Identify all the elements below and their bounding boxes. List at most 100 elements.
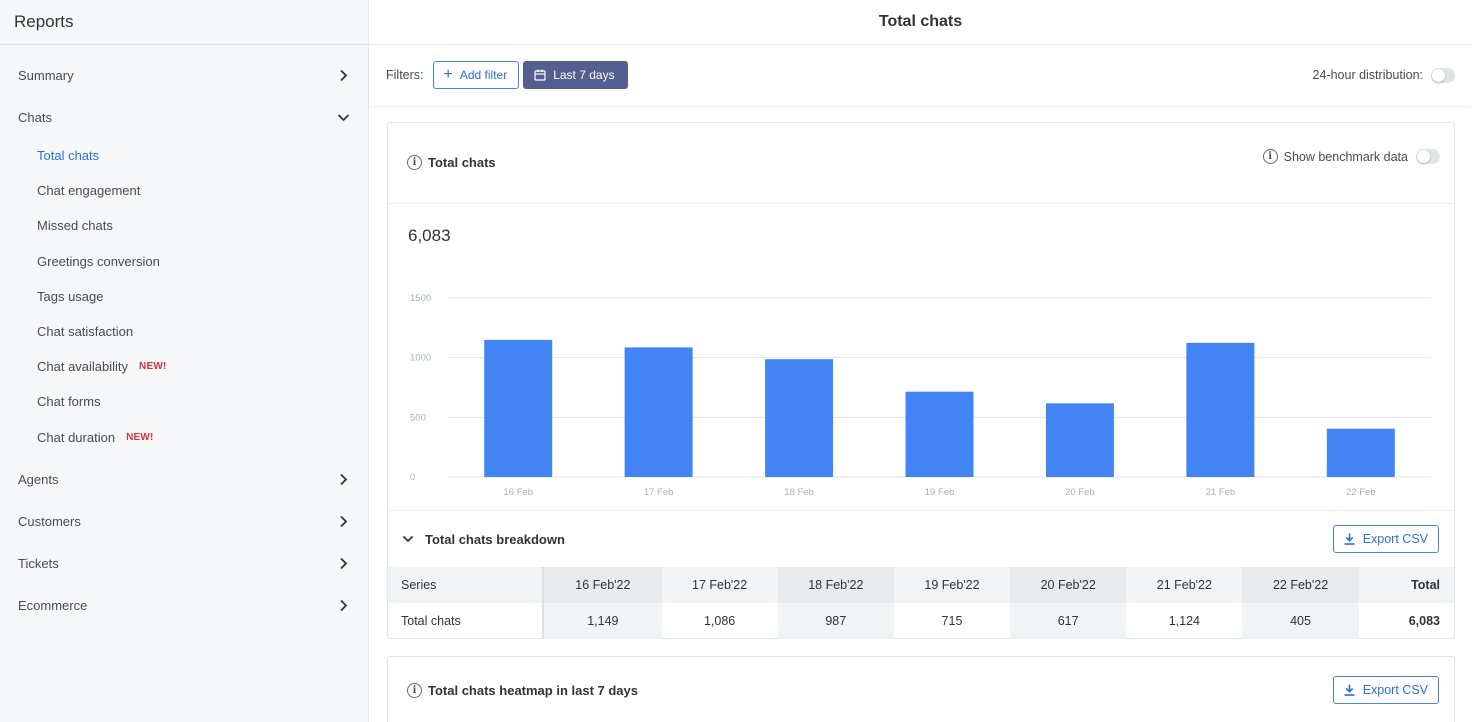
nav-item-customers[interactable]: Customers bbox=[0, 501, 368, 543]
table-cell: Total chats bbox=[388, 603, 545, 639]
nav-item-label: Tickets bbox=[18, 556, 59, 572]
sub-item-label: Chat duration bbox=[37, 429, 116, 445]
sub-item-chat-forms[interactable]: Chat forms bbox=[0, 384, 368, 419]
nav-item-agents[interactable]: Agents bbox=[0, 459, 368, 501]
export-csv-button[interactable]: Export CSV bbox=[1332, 676, 1439, 704]
card-title-label: Total chats bbox=[428, 155, 496, 170]
sub-item-missed-chats[interactable]: Missed chats bbox=[0, 208, 368, 243]
card-title: i Total chats bbox=[407, 155, 496, 170]
sub-item-chat-availability[interactable]: Chat availability NEW! bbox=[0, 349, 368, 384]
chart-bar[interactable] bbox=[484, 339, 553, 477]
column-header: 18 Feb'22 bbox=[777, 567, 894, 603]
info-icon[interactable]: i bbox=[1262, 149, 1278, 164]
info-icon[interactable]: i bbox=[407, 683, 422, 698]
x-tick-label: 16 Feb bbox=[503, 487, 533, 498]
filters-label: Filters: bbox=[386, 68, 424, 82]
chart-bar[interactable] bbox=[1186, 342, 1255, 477]
download-icon bbox=[1344, 533, 1355, 545]
sub-item-chat-satisfaction[interactable]: Chat satisfaction bbox=[0, 314, 368, 349]
download-icon bbox=[1344, 684, 1355, 696]
table-cell: 987 bbox=[777, 603, 894, 639]
column-header: Total bbox=[1411, 578, 1440, 592]
breakdown-title: Total chats breakdown bbox=[425, 531, 565, 547]
nav-item-label: Chats bbox=[18, 109, 52, 125]
sub-item-label: Greetings conversion bbox=[37, 253, 160, 269]
total-chats-card: i Total chats i Show benchmark data 6,08… bbox=[387, 122, 1455, 639]
y-tick-label: 500 bbox=[410, 412, 426, 423]
benchmark-label: Show benchmark data bbox=[1283, 149, 1408, 164]
export-label: Export CSV bbox=[1362, 683, 1428, 697]
table-cell: 1,086 bbox=[703, 614, 736, 628]
nav-item-ecommerce[interactable]: Ecommerce bbox=[0, 585, 368, 627]
table-row: Total chats 1,149 1,086 987 715 617 1,12… bbox=[388, 603, 1454, 639]
benchmark-toggle[interactable] bbox=[1416, 149, 1440, 164]
chart-bar[interactable] bbox=[1045, 403, 1114, 477]
distribution-toggle[interactable] bbox=[1431, 67, 1455, 83]
chart-bar[interactable] bbox=[1326, 428, 1395, 477]
chevron-right-icon bbox=[336, 68, 350, 82]
x-tick-label: 17 Feb bbox=[644, 487, 674, 498]
reports-sidebar: Reports Summary Chats Total chats Chat e… bbox=[0, 0, 369, 722]
calendar-icon bbox=[534, 69, 546, 81]
nav-item-summary[interactable]: Summary bbox=[0, 54, 368, 96]
plus-icon: + bbox=[443, 66, 453, 83]
add-filter-button[interactable]: + Add filter bbox=[432, 61, 520, 89]
sub-item-label: Tags usage bbox=[37, 288, 104, 304]
sub-item-label: Chat forms bbox=[37, 394, 101, 410]
column-header: 22 Feb'22 bbox=[1242, 567, 1359, 603]
column-header: 21 Feb'22 bbox=[1156, 578, 1212, 592]
card-title-label: Total chats heatmap in last 7 days bbox=[428, 683, 638, 698]
nav-item-chats[interactable]: Chats bbox=[0, 96, 368, 138]
card-header: i Total chats i Show benchmark data bbox=[388, 123, 1454, 204]
nav-item-label: Ecommerce bbox=[18, 598, 88, 614]
total-chats-value: 6,083 bbox=[408, 226, 451, 245]
sub-item-chat-engagement[interactable]: Chat engagement bbox=[0, 173, 368, 208]
nav-item-tickets[interactable]: Tickets bbox=[0, 543, 368, 585]
x-tick-label: 21 Feb bbox=[1206, 487, 1236, 498]
x-tick-label: 20 Feb bbox=[1065, 487, 1095, 498]
distribution-control: 24-hour distribution: bbox=[1313, 45, 1455, 105]
table-cell: 617 bbox=[1010, 603, 1127, 639]
sub-item-total-chats[interactable]: Total chats bbox=[0, 138, 368, 173]
sub-item-label: Chat engagement bbox=[37, 183, 141, 199]
distribution-label: 24-hour distribution: bbox=[1312, 68, 1423, 82]
x-tick-label: 19 Feb bbox=[925, 487, 955, 498]
chart-bar[interactable] bbox=[624, 347, 693, 477]
table-cell: 6,083 bbox=[1408, 614, 1440, 628]
chevron-right-icon bbox=[336, 473, 350, 487]
table-cell: 1,149 bbox=[543, 603, 662, 639]
info-icon[interactable]: i bbox=[407, 155, 422, 170]
sub-item-greetings-conversion[interactable]: Greetings conversion bbox=[0, 244, 368, 279]
column-header: 19 Feb'22 bbox=[924, 578, 980, 592]
date-range-button[interactable]: Last 7 days bbox=[523, 61, 628, 89]
chart-bar[interactable] bbox=[905, 391, 974, 477]
export-csv-button[interactable]: Export CSV bbox=[1332, 525, 1439, 553]
chevron-down-icon bbox=[336, 110, 350, 124]
x-tick-label: 18 Feb bbox=[784, 487, 814, 498]
breakdown-table: Series 16 Feb'22 17 Feb'22 18 Feb'22 19 … bbox=[388, 567, 1454, 639]
sub-item-label: Total chats bbox=[37, 148, 100, 164]
sub-item-tags-usage[interactable]: Tags usage bbox=[0, 279, 368, 314]
chevron-down-icon[interactable] bbox=[402, 535, 414, 543]
export-label: Export CSV bbox=[1362, 532, 1428, 546]
y-tick-label: 0 bbox=[410, 472, 415, 483]
sidebar-title: Reports bbox=[0, 0, 368, 45]
column-header: 20 Feb'22 bbox=[1010, 567, 1127, 603]
new-badge: NEW! bbox=[126, 431, 154, 443]
y-tick-label: 1000 bbox=[410, 353, 431, 364]
breakdown-header: Total chats breakdown Export CSV bbox=[388, 510, 1454, 567]
card-title: i Total chats heatmap in last 7 days bbox=[407, 683, 638, 698]
total-chats-bar-chart: 0 500 1000 1500 16 Feb 17 Feb 18 Feb 19 Feb 20 F… bbox=[410, 293, 1431, 498]
nav-item-label: Summary bbox=[18, 67, 74, 83]
sub-item-label: Missed chats bbox=[37, 218, 113, 234]
heatmap-card: i Total chats heatmap in last 7 days Exp… bbox=[387, 656, 1455, 722]
chevron-right-icon bbox=[336, 515, 350, 529]
sub-item-label: Chat availability bbox=[37, 359, 129, 375]
y-tick-label: 1500 bbox=[410, 293, 431, 304]
table-cell: 405 bbox=[1242, 603, 1359, 639]
chart-bar[interactable] bbox=[765, 359, 834, 477]
sub-item-chat-duration[interactable]: Chat duration NEW! bbox=[0, 420, 368, 455]
table-cell: 1,124 bbox=[1168, 614, 1200, 628]
column-header: Series bbox=[388, 567, 545, 603]
page-title: Total chats bbox=[369, 0, 1472, 45]
